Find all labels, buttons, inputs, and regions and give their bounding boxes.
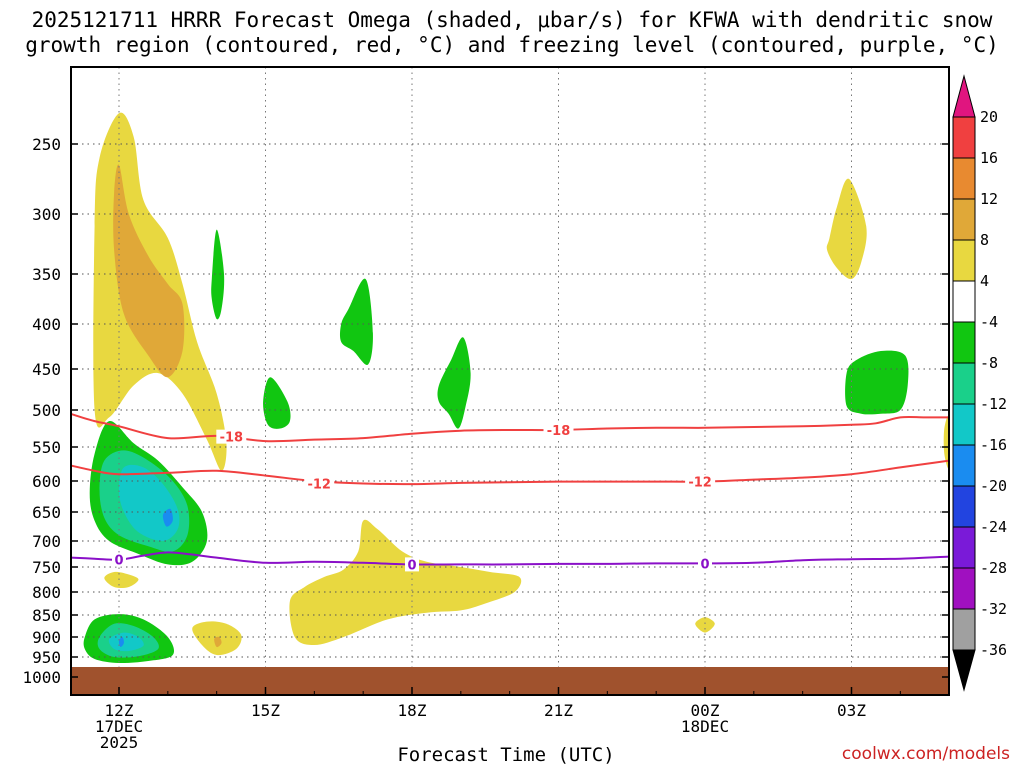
contour-dendritic-top-isotherm — [71, 412, 949, 443]
colorbar-label-9: -20 — [980, 477, 1007, 495]
colorbar-bin-0 — [952, 116, 976, 159]
omega-region-ascent-900-14z-core — [214, 636, 222, 648]
y-tick-label-800: 800 — [32, 583, 61, 602]
y-tick-label-650: 650 — [32, 503, 61, 522]
colorbar-label-4: 4 — [980, 272, 989, 290]
colorbar-bin-6 — [952, 362, 976, 405]
x-tick-label-18-0: 18Z — [398, 701, 427, 720]
x-tick-label-27-0: 03Z — [837, 701, 866, 720]
omega-region-ascent-550-edge — [943, 415, 949, 469]
contours: -18 -18 -12 -12 0 0 0 — [71, 412, 949, 573]
contour-freezing-level — [71, 551, 949, 566]
credit-text[interactable]: coolwx.com/models — [841, 744, 1010, 764]
colorbar-label-1: 16 — [980, 149, 998, 167]
y-tick-label-300: 300 — [32, 205, 61, 224]
omega-region-descent-500-700-12z-center — [162, 508, 173, 527]
colorbar: 20 16 12 8 4 -4 -8 -12 -16 -20 -24 -28 -32 -36 — [952, 74, 1007, 692]
chart-title-line-1: 2025121711 HRRR Forecast Omega (shaded, … — [31, 8, 993, 32]
omega-region-descent-400-17z — [339, 278, 373, 365]
colorbar-label-7: -12 — [980, 395, 1007, 413]
y-tick-label-400: 400 — [32, 315, 61, 334]
colorbar-label-0: 20 — [980, 108, 998, 126]
colorbar-bin-9 — [952, 485, 976, 528]
y-tick-label-700: 700 — [32, 532, 61, 551]
contour-label-dendritic-bottom-isotherm-0: -12 — [307, 477, 331, 492]
colorbar-bin-5 — [952, 321, 976, 364]
y-tick-label-500: 500 — [32, 401, 61, 420]
omega-region-ascent-low-17z-20z — [289, 519, 522, 645]
omega-region-descent-460-03z — [845, 350, 909, 415]
ground — [71, 667, 949, 695]
x-tick-label-12-1: 17DEC — [95, 717, 143, 736]
colorbar-bin-11 — [952, 567, 976, 610]
colorbar-label-2: 12 — [980, 190, 998, 208]
x-tick-label-24-1: 18DEC — [681, 717, 729, 736]
contour-label-dendritic-bottom-isotherm-1: -12 — [688, 476, 712, 491]
x-tick-label-12-0: 12Z — [105, 701, 134, 720]
x-axis-title: Forecast Time (UTC) — [397, 744, 615, 766]
colorbar-label-12: -32 — [980, 600, 1007, 618]
contour-dendritic-bottom-isotherm — [71, 459, 949, 486]
omega-region-ascent-770-12z — [104, 571, 139, 589]
colorbar-bin-4 — [952, 280, 976, 323]
colorbar-label-11: -28 — [980, 559, 1007, 577]
y-tick-label-900: 900 — [32, 628, 61, 647]
x-tick-label-12-2: 2025 — [100, 733, 139, 752]
colorbar-label-8: -16 — [980, 436, 1007, 454]
contour-label-freezing-level-2: 0 — [700, 557, 709, 572]
contour-label-bg-freezing-level-1 — [405, 557, 419, 572]
colorbar-label-10: -24 — [980, 518, 1007, 536]
colorbar-bin-7 — [952, 403, 976, 446]
x-tick-label-15-0: 15Z — [251, 701, 280, 720]
contour-label-freezing-level-1: 0 — [407, 558, 416, 573]
colorbar-bottom-arrow — [952, 649, 976, 692]
colorbar-bin-8 — [952, 444, 976, 487]
omega-region-descent-450-19z — [437, 337, 471, 429]
contour-label-dendritic-top-isotherm-0: -18 — [220, 431, 244, 446]
y-tick-label-450: 450 — [32, 360, 61, 379]
contour-label-bg-dendritic-bottom-isotherm-0 — [304, 476, 335, 491]
x-tick-label-24-0: 00Z — [691, 701, 720, 720]
y-axis: 250 300 350 400 450 500 550 600 650 700 750 800 850 9… — [22, 135, 949, 687]
colorbar-bin-10 — [952, 526, 976, 569]
y-tick-label-550: 550 — [32, 438, 61, 457]
omega-region-ascent-upper-12z-core — [113, 164, 185, 378]
contour-label-bg-freezing-level-2 — [698, 556, 712, 571]
colorbar-bin-1 — [952, 157, 976, 200]
contour-label-freezing-level-0: 0 — [114, 554, 123, 569]
y-tick-label-750: 750 — [32, 558, 61, 577]
omega-region-ascent-860-00z — [695, 617, 715, 633]
colorbar-bin-3 — [952, 239, 976, 282]
grid — [71, 67, 949, 695]
colorbar-label-13: -36 — [980, 641, 1007, 659]
contour-label-bg-freezing-level-0 — [112, 552, 126, 567]
contour-label-dendritic-top-isotherm-1: -18 — [547, 424, 571, 439]
contour-label-bg-dendritic-top-isotherm-1 — [543, 422, 574, 437]
y-tick-label-1000: 1000 — [22, 668, 61, 687]
contour-label-bg-dendritic-bottom-isotherm-1 — [685, 474, 716, 489]
chart-title-line-2: growth region (contoured, red, °C) and f… — [25, 33, 999, 57]
omega-region-descent-900-12z-core — [108, 632, 144, 652]
omega-region-descent-900-12z-center — [118, 636, 124, 648]
y-tick-label-950: 950 — [32, 648, 61, 667]
colorbar-bin-2 — [952, 198, 976, 241]
omega-region-descent-490-15z — [263, 377, 291, 429]
ground-terrain — [71, 667, 949, 695]
colorbar-bin-12 — [952, 608, 976, 651]
contour-label-bg-dendritic-top-isotherm-0 — [216, 429, 247, 444]
y-tick-label-250: 250 — [32, 135, 61, 154]
y-tick-label-350: 350 — [32, 265, 61, 284]
colorbar-label-6: -8 — [980, 354, 998, 372]
colorbar-top-arrow — [952, 74, 976, 118]
omega-region-ascent-300-03z — [826, 178, 867, 280]
colorbar-label-5: -4 — [980, 313, 998, 331]
y-tick-label-850: 850 — [32, 606, 61, 625]
y-tick-label-600: 600 — [32, 472, 61, 491]
omega-region-descent-350-14z — [211, 229, 225, 320]
x-tick-label-21-0: 21Z — [544, 701, 573, 720]
colorbar-label-3: 8 — [980, 231, 989, 249]
